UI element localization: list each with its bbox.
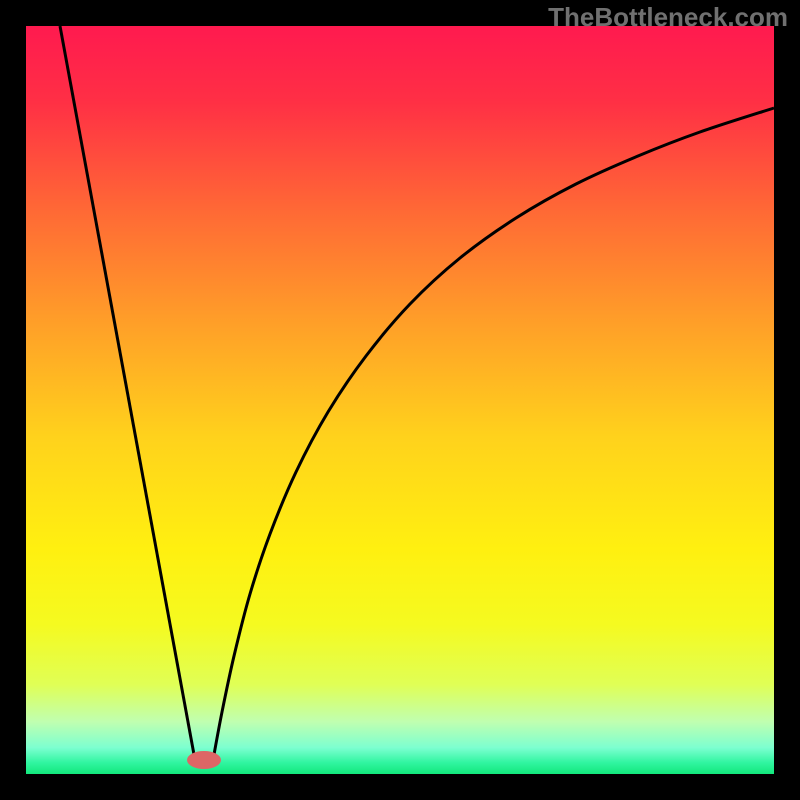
- curve-left-line: [60, 26, 195, 760]
- curve-layer: [0, 0, 800, 800]
- curve-right-arc: [213, 108, 774, 760]
- watermark-text: TheBottleneck.com: [548, 2, 788, 33]
- chart-container: TheBottleneck.com: [0, 0, 800, 800]
- bottleneck-marker: [187, 751, 221, 769]
